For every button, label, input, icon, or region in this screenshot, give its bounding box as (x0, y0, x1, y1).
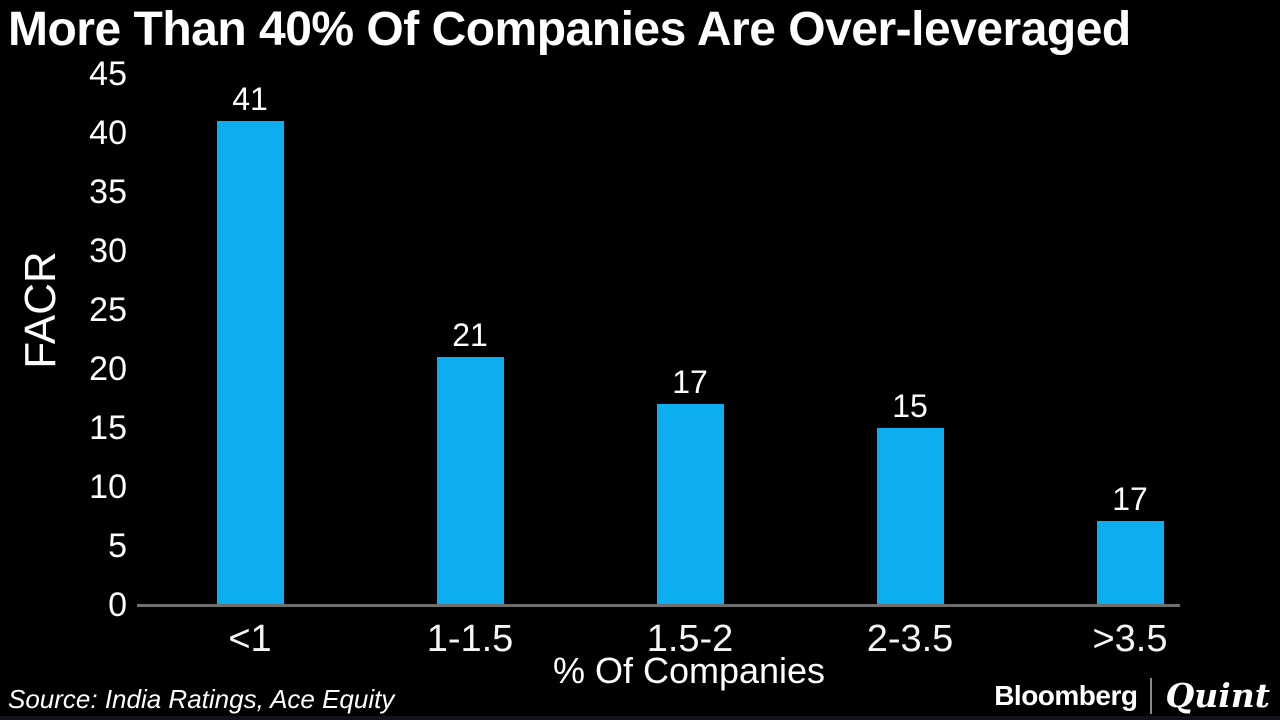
bloomberg-wordmark: Bloomberg (994, 679, 1138, 711)
brand-divider (1150, 677, 1153, 714)
bar (216, 121, 284, 605)
bar (436, 357, 504, 605)
x-axis-title: % Of Companies (552, 650, 826, 691)
bar-value-label: 41 (232, 81, 268, 118)
y-tick-label: 45 (89, 55, 127, 93)
bar (656, 404, 724, 605)
x-tick-label: <1 (228, 618, 272, 660)
x-tick-label: 1.5-2 (646, 618, 734, 660)
quint-wordmark: Quint (1165, 676, 1270, 715)
bar (1096, 521, 1164, 605)
x-tick-label: 1-1.5 (426, 618, 514, 660)
y-tick-label: 5 (108, 527, 127, 565)
y-tick-label: 0 (108, 586, 127, 624)
y-tick-label: 10 (89, 468, 127, 506)
chart-title: More Than 40% Of Companies Are Over-leve… (8, 3, 1131, 56)
x-tick-label: >3.5 (1092, 618, 1168, 660)
x-axis-line (137, 604, 1180, 607)
bar-value-label: 17 (672, 364, 708, 401)
bar-value-label: 21 (452, 317, 488, 354)
y-tick-label: 15 (89, 409, 127, 447)
x-tick-label: 2-3.5 (866, 618, 954, 660)
brand-logo: Bloomberg Quint (994, 676, 1270, 715)
y-tick-label: 25 (89, 291, 127, 329)
y-tick-label: 20 (89, 350, 127, 388)
source-note: Source: India Ratings, Ace Equity (8, 684, 395, 714)
bar-value-label: 15 (892, 388, 928, 424)
y-tick-label: 35 (89, 173, 127, 211)
bar-value-label: 17 (1112, 481, 1148, 518)
bottom-strip (0, 716, 1280, 720)
y-tick-label: 30 (89, 232, 127, 270)
y-tick-label: 40 (89, 114, 127, 152)
bar (876, 428, 944, 605)
